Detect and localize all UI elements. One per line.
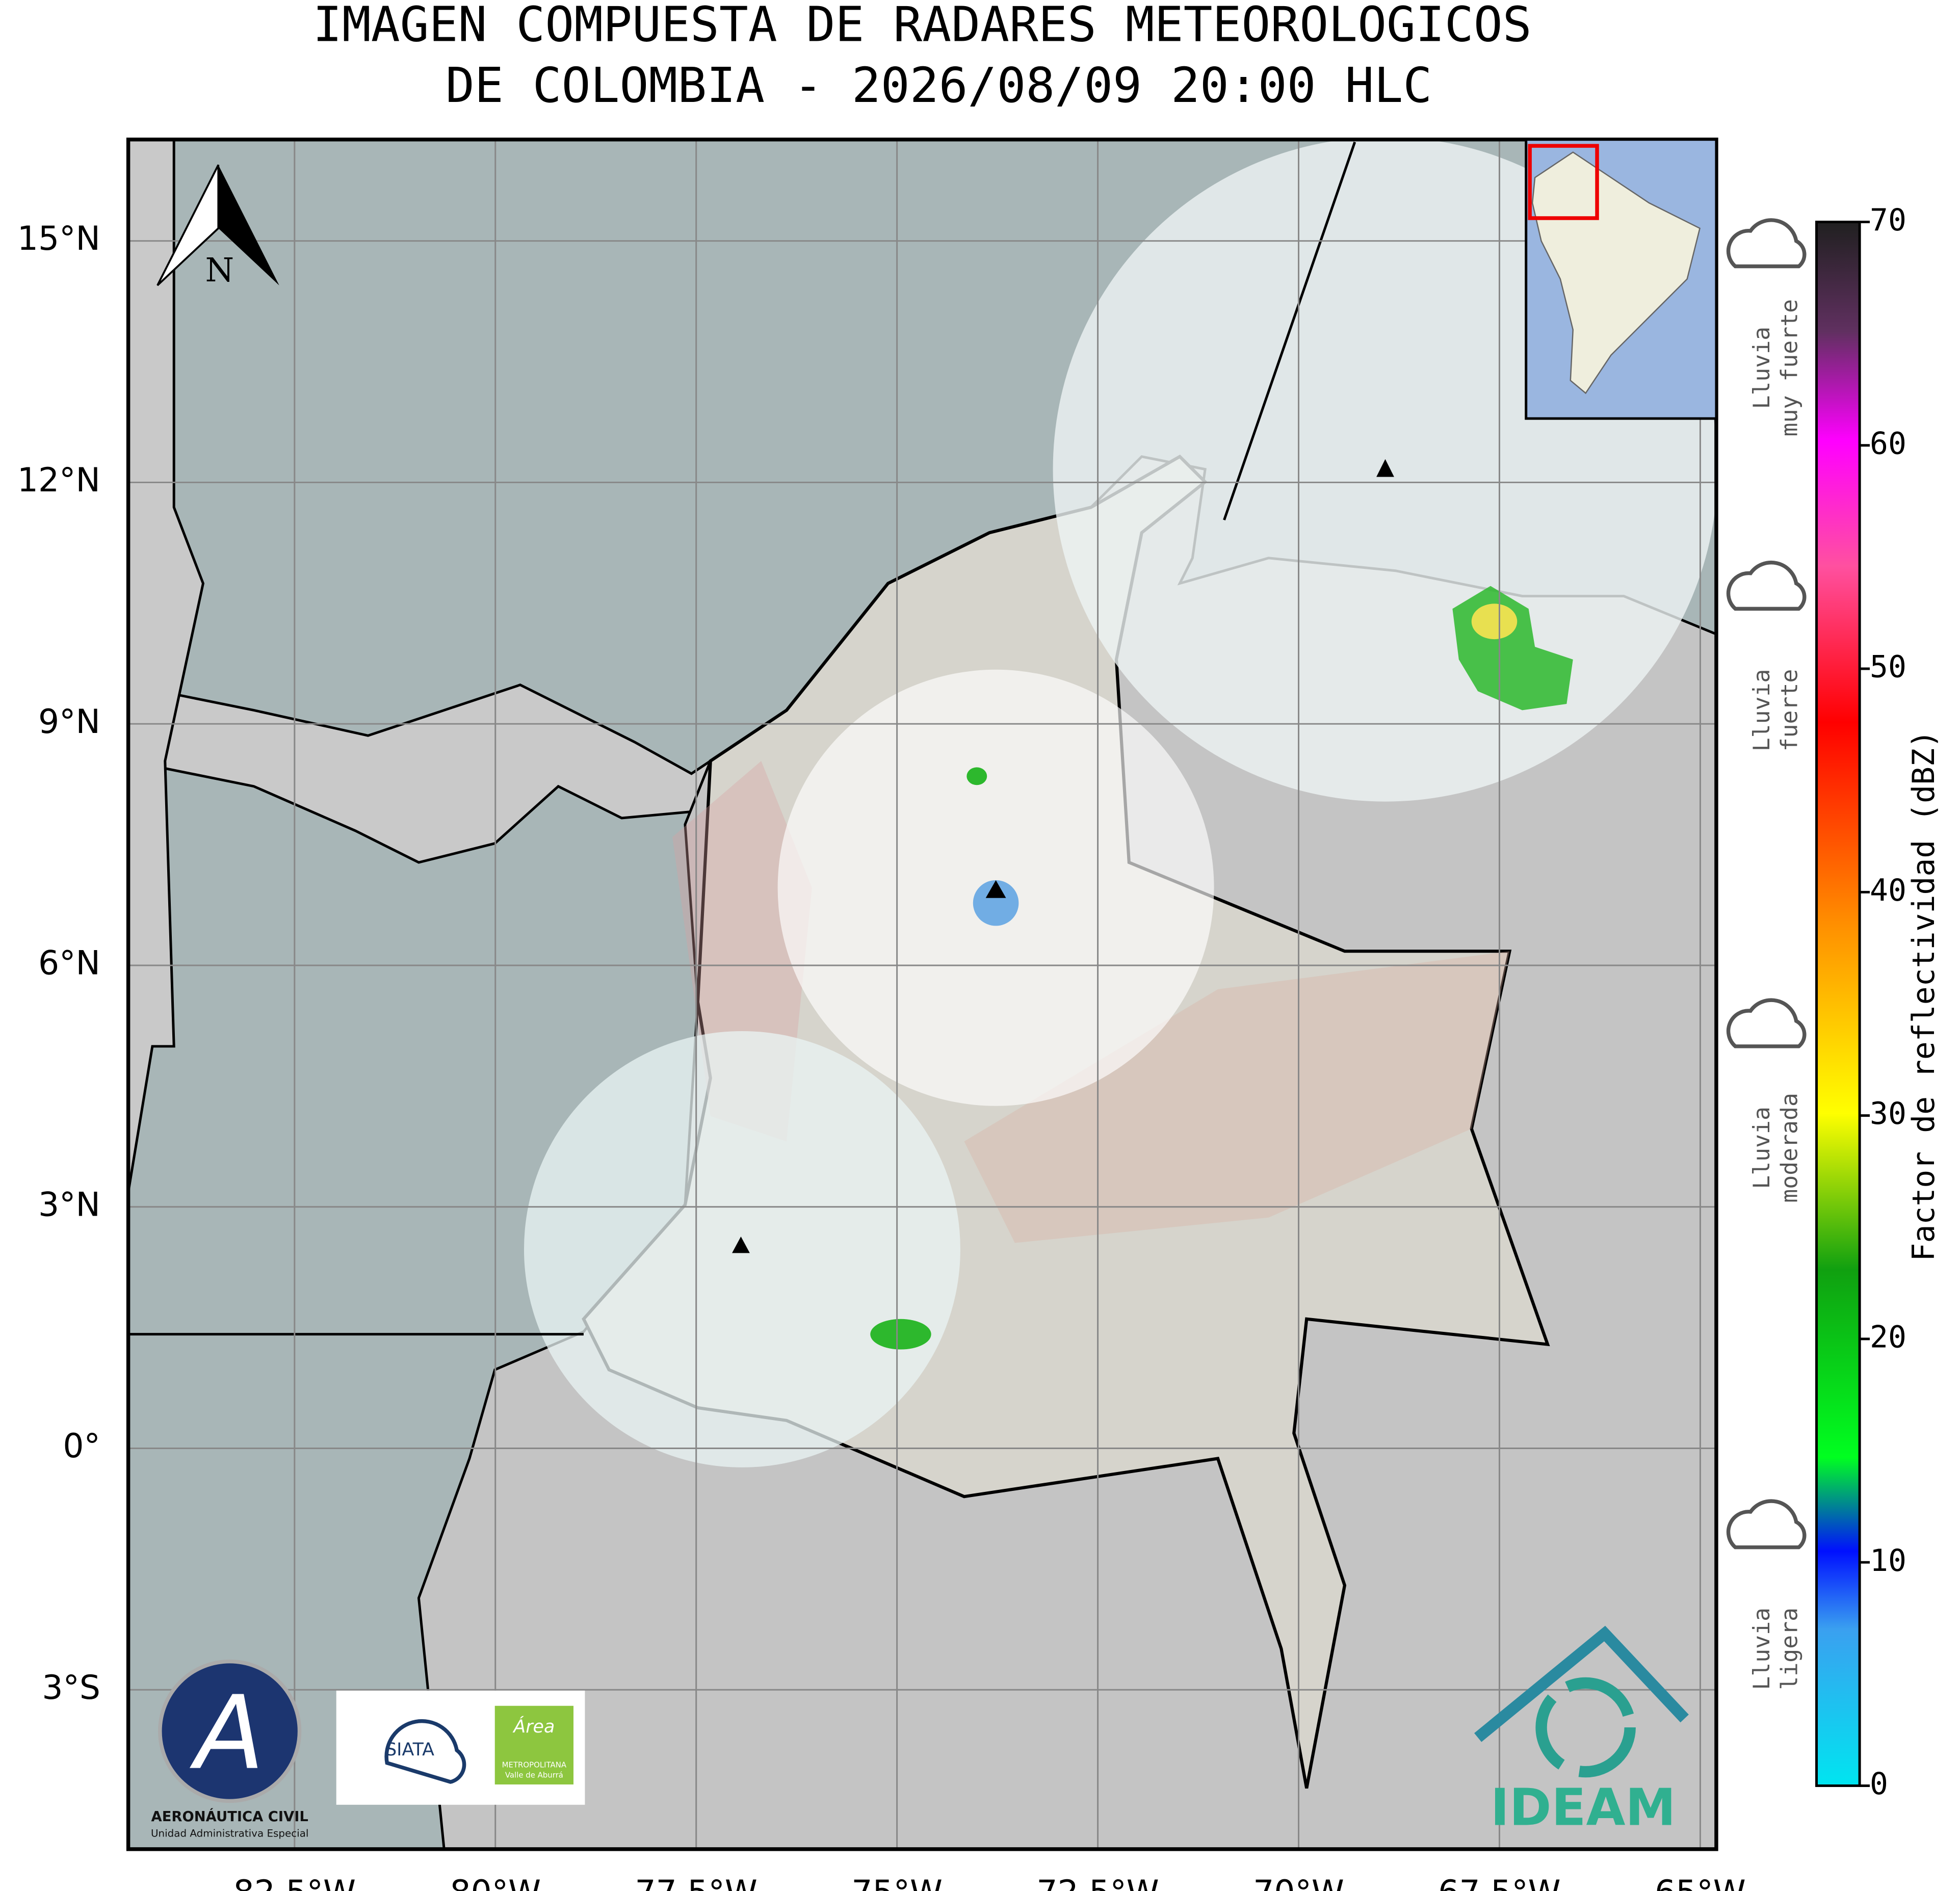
logo-roof xyxy=(1474,1625,1689,1742)
x-tick-label: 82.5°W xyxy=(233,1874,356,1891)
radar-site xyxy=(985,880,1006,898)
y-tick-label: 0° xyxy=(63,1427,100,1465)
logo-cloud xyxy=(384,1719,466,1784)
x-tick-label: 80°W xyxy=(450,1874,541,1891)
rain-level-label: fuerte xyxy=(1776,669,1803,752)
x-tick-label: 77.5°W xyxy=(635,1874,757,1891)
echo xyxy=(973,880,1019,926)
title-line: IMAGEN COMPUESTA DE RADARES METEOROLOGIC… xyxy=(313,0,1532,53)
colorbar-tick-label: 10 xyxy=(1870,1543,1906,1579)
echo xyxy=(1471,603,1518,640)
colorbar xyxy=(1815,220,1861,1787)
echo xyxy=(870,1319,931,1350)
logo-text: Unidad Administrativa Especial xyxy=(151,1828,308,1840)
logo-box xyxy=(494,1705,574,1784)
colorbar-label: Factor de reflectividad (dBZ) xyxy=(1906,730,1942,1261)
x-tick-label: 72.5°W xyxy=(1036,1874,1159,1891)
rain-icon xyxy=(1726,1499,1807,1549)
y-tick-label: 6°N xyxy=(38,944,100,983)
graticule xyxy=(128,139,1716,1849)
y-tick-label: 15°N xyxy=(17,220,100,258)
x-tick-label: 70°W xyxy=(1253,1874,1344,1891)
axis-labels: 82.5°W 80°W 77.5°W 75°W 72.5°W 70°W 67.5°W 65°W… xyxy=(17,220,1746,1891)
title-line: DE COLOMBIA - 2026/08/09 20:00 HLC xyxy=(446,58,1432,114)
logo-text: IDEAM xyxy=(1491,1779,1676,1837)
inset-land xyxy=(1531,151,1701,395)
x-tick-label: 65°W xyxy=(1655,1874,1746,1891)
radar-site xyxy=(732,1237,750,1253)
logo-text: AERONÁUTICA CIVIL xyxy=(151,1808,308,1825)
rain-level-label: muy fuerte xyxy=(1776,299,1803,437)
rain-level-label: ligera xyxy=(1776,1608,1803,1690)
north-label: N xyxy=(205,251,234,290)
colorbar-tick-label: 50 xyxy=(1870,650,1906,685)
map-frame xyxy=(126,137,1718,1851)
y-tick-label: 12°N xyxy=(17,461,100,500)
logo-text: METROPOLITANA xyxy=(502,1761,567,1770)
inset-map xyxy=(1525,138,1718,420)
logo-text: SIATA xyxy=(385,1740,434,1760)
logo-swirl xyxy=(1535,1677,1636,1778)
logo-text: Valle de Aburrá xyxy=(505,1771,563,1780)
rain-level-label: Lluvia xyxy=(1748,1107,1775,1189)
x-tick-label: 75°W xyxy=(851,1874,943,1891)
rain-icon xyxy=(1726,998,1807,1048)
echo xyxy=(966,767,987,785)
rain-level-label: Lluvia xyxy=(1748,669,1775,752)
x-tick-label: 67.5°W xyxy=(1438,1874,1560,1891)
rain-level-label: Lluvia xyxy=(1748,1608,1775,1690)
colorbar-tick-label: 70 xyxy=(1870,203,1906,238)
inset-extent xyxy=(1528,144,1599,220)
rain-level-label: moderada xyxy=(1776,1093,1803,1203)
colorbar-tick-label: 0 xyxy=(1870,1767,1888,1802)
colorbar-tick-label: 20 xyxy=(1870,1320,1906,1355)
colorbar-tick-label: 30 xyxy=(1870,1096,1906,1132)
rain-icon xyxy=(1726,560,1807,611)
map-body xyxy=(128,139,1716,1849)
ideam-logo: IDEAM xyxy=(1474,1625,1689,1837)
rain-icon xyxy=(1726,218,1807,269)
logo-letter: A xyxy=(190,1674,265,1792)
aerocivil-logo: A AERONÁUTICA CIVIL Unidad Administrativ… xyxy=(151,1659,308,1840)
border xyxy=(1223,141,1356,521)
colorbar-tick-label: 40 xyxy=(1870,873,1906,908)
rain-level-label: Lluvia xyxy=(1748,327,1775,409)
y-tick-label: 3°S xyxy=(42,1669,100,1707)
logo-disc xyxy=(158,1659,302,1803)
colorbar-ticks: 0 10 20 30 40 50 60 70 xyxy=(1860,203,1906,1802)
logo-text: Área xyxy=(512,1716,555,1737)
siata-logo: SIATA Área METROPOLITANA Valle de Aburrá xyxy=(336,1690,585,1805)
region-shade xyxy=(964,951,1510,1243)
y-tick-label: 3°N xyxy=(38,1186,100,1224)
colorbar-tick-label: 60 xyxy=(1870,426,1906,461)
y-tick-label: 9°N xyxy=(38,703,100,741)
radar-site xyxy=(1376,459,1394,477)
